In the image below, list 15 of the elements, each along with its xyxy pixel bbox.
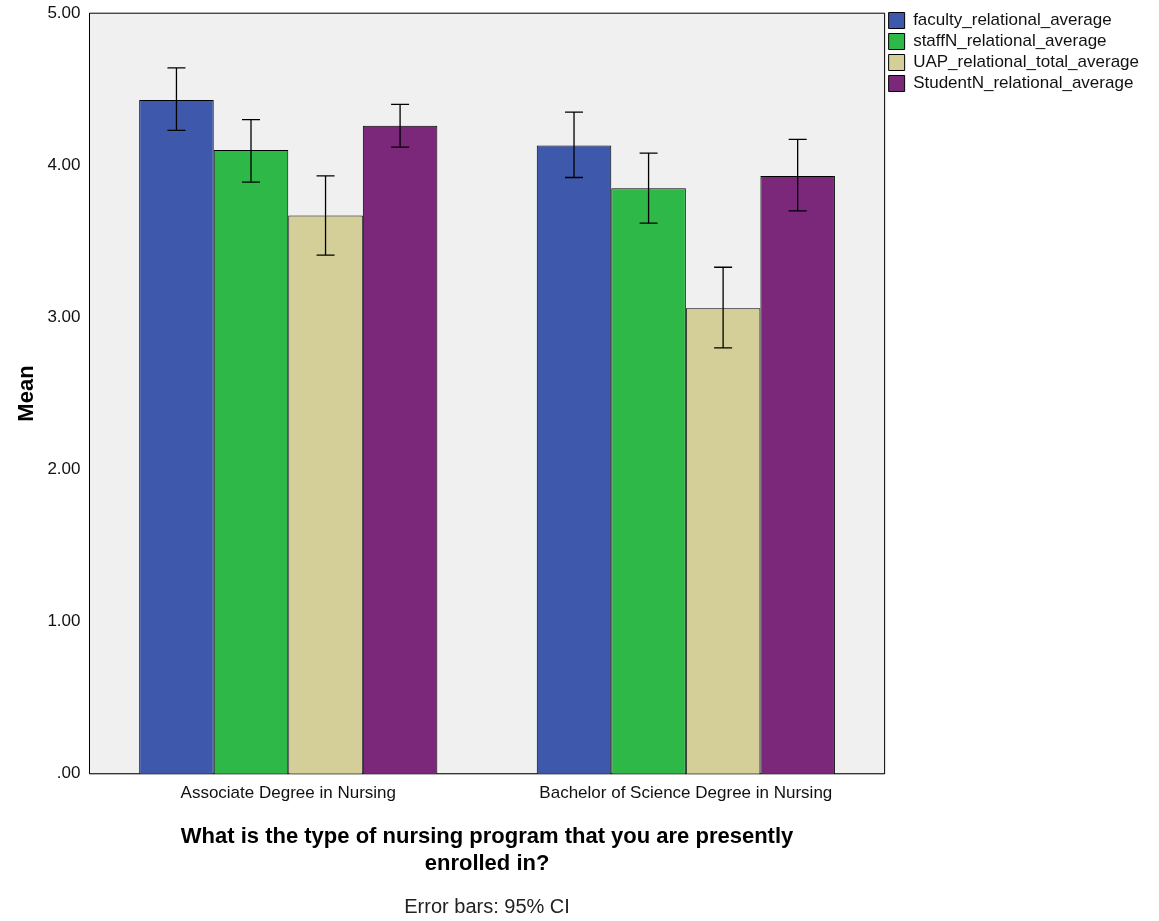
y-tick-label: 5.00 (47, 2, 81, 22)
x-tick-label: Bachelor of Science Degree in Nursing (539, 782, 833, 802)
y-axis-title: Mean (13, 365, 39, 422)
legend-label: StudentN_relational_average (913, 73, 1134, 93)
y-tick-label: 2.00 (47, 459, 81, 479)
y-tick-label: .00 (56, 763, 81, 783)
y-tick-label: 1.00 (47, 611, 81, 631)
text: Error bars: 95% CI (404, 894, 570, 917)
legend-label: UAP_relational_total_average (913, 52, 1139, 72)
legend-label: faculty_relational_average (913, 10, 1112, 30)
legend-label: staffN_relational_average (913, 31, 1107, 51)
y-tick-label: 3.00 (47, 307, 81, 327)
y-tick-label: 4.00 (47, 155, 81, 175)
x-tick-label: Associate Degree in Nursing (180, 782, 396, 802)
x-axis-title: What is the type of nursing program that you are presently enrolled in? (180, 823, 795, 875)
